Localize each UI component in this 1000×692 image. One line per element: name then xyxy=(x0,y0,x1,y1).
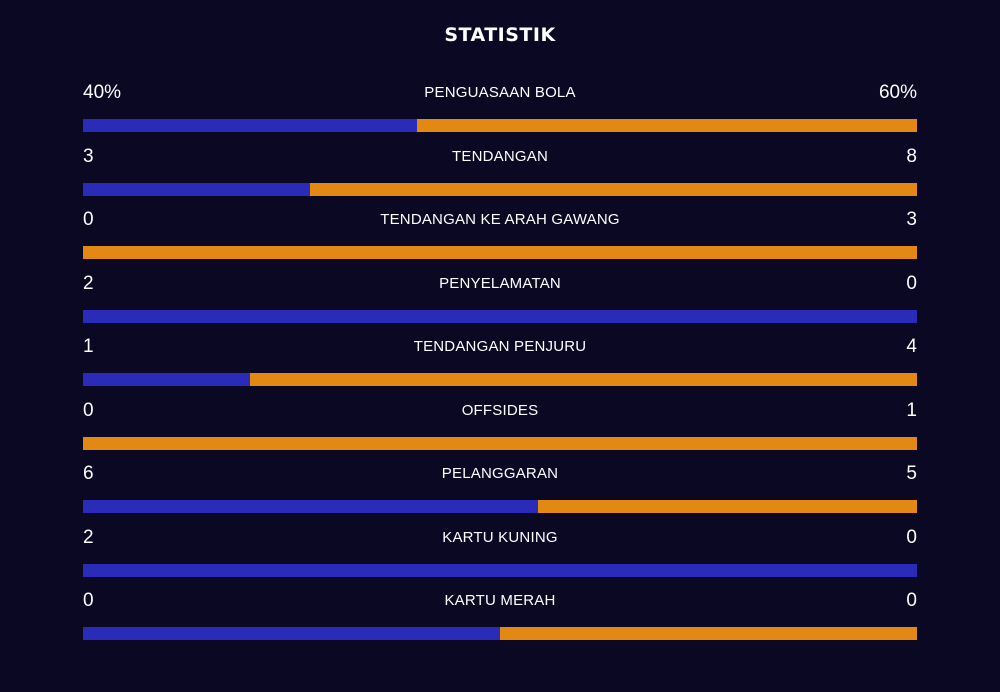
left-value: 3 xyxy=(83,145,94,167)
right-value: 4 xyxy=(906,336,917,357)
right-value: 0 xyxy=(906,272,917,294)
stat-row-red-cards: 0 KARTU MERAH 0 xyxy=(83,589,917,653)
stat-row-possession: 40% PENGUASAAN BOLA 60% xyxy=(83,81,917,145)
right-value: 60% xyxy=(878,82,917,103)
bar-right-segment xyxy=(416,119,917,132)
bar-left-segment xyxy=(83,373,250,386)
stat-label: PENYELAMATAN xyxy=(439,274,561,292)
bar-left-segment xyxy=(83,182,311,196)
bar-right-segment xyxy=(537,500,917,513)
stat-row-offsides: 0 OFFSIDES 1 xyxy=(83,399,917,463)
bar-right-segment xyxy=(83,246,917,259)
stat-label: PENGUASAAN BOLA xyxy=(424,84,576,101)
comparison-bar xyxy=(83,309,917,323)
stat-row-shots-on-target: 0 TENDANGAN KE ARAH GAWANG 3 xyxy=(83,208,917,272)
bar-right-segment xyxy=(500,627,917,640)
right-value: 0 xyxy=(906,590,917,611)
stats-list: 40% PENGUASAAN BOLA 60% 3 TENDANGAN 8 xyxy=(83,81,917,653)
stat-row-fouls: 6 PELANGGARAN 5 xyxy=(83,462,917,526)
bar-right-segment xyxy=(310,182,917,196)
stat-row-saves: 2 PENYELAMATAN 0 xyxy=(83,272,917,336)
stat-row-shots: 3 TENDANGAN 8 xyxy=(83,145,917,209)
comparison-bar xyxy=(83,119,917,132)
right-value: 5 xyxy=(906,463,917,484)
left-value: 1 xyxy=(83,336,94,357)
bar-left-segment xyxy=(83,119,417,132)
stat-label: TENDANGAN KE ARAH GAWANG xyxy=(380,211,620,228)
stat-row-yellow-cards: 2 KARTU KUNING 0 xyxy=(83,526,917,590)
comparison-bar xyxy=(83,373,917,386)
right-value: 3 xyxy=(906,209,917,230)
comparison-bar xyxy=(83,627,917,640)
comparison-bar xyxy=(83,563,917,577)
comparison-bar xyxy=(83,182,917,196)
left-value: 6 xyxy=(83,463,94,484)
left-value: 2 xyxy=(83,526,94,548)
right-value: 0 xyxy=(906,526,917,548)
comparison-bar xyxy=(83,436,917,450)
stat-label: TENDANGAN xyxy=(452,147,548,165)
stat-label: KARTU KUNING xyxy=(442,528,558,546)
bar-right-segment xyxy=(249,373,917,386)
bar-right-segment xyxy=(83,436,917,450)
stat-label: KARTU MERAH xyxy=(444,592,556,609)
right-value: 8 xyxy=(906,145,917,167)
bar-left-segment xyxy=(83,309,917,323)
left-value: 40% xyxy=(83,82,122,103)
stat-label: OFFSIDES xyxy=(461,401,539,419)
stat-label: TENDANGAN PENJURU xyxy=(413,338,587,355)
bar-left-segment xyxy=(83,627,500,640)
left-value: 0 xyxy=(83,590,94,611)
bar-left-segment xyxy=(83,500,538,513)
panel-title: STATISTIK xyxy=(444,24,556,46)
right-value: 1 xyxy=(906,399,917,421)
stat-label: PELANGGARAN xyxy=(441,465,559,482)
left-value: 2 xyxy=(83,272,94,294)
left-value: 0 xyxy=(83,209,94,230)
stat-row-corners: 1 TENDANGAN PENJURU 4 xyxy=(83,335,917,399)
left-value: 0 xyxy=(83,399,94,421)
bar-left-segment xyxy=(83,563,917,577)
comparison-bar xyxy=(83,500,917,513)
comparison-bar xyxy=(83,246,917,259)
